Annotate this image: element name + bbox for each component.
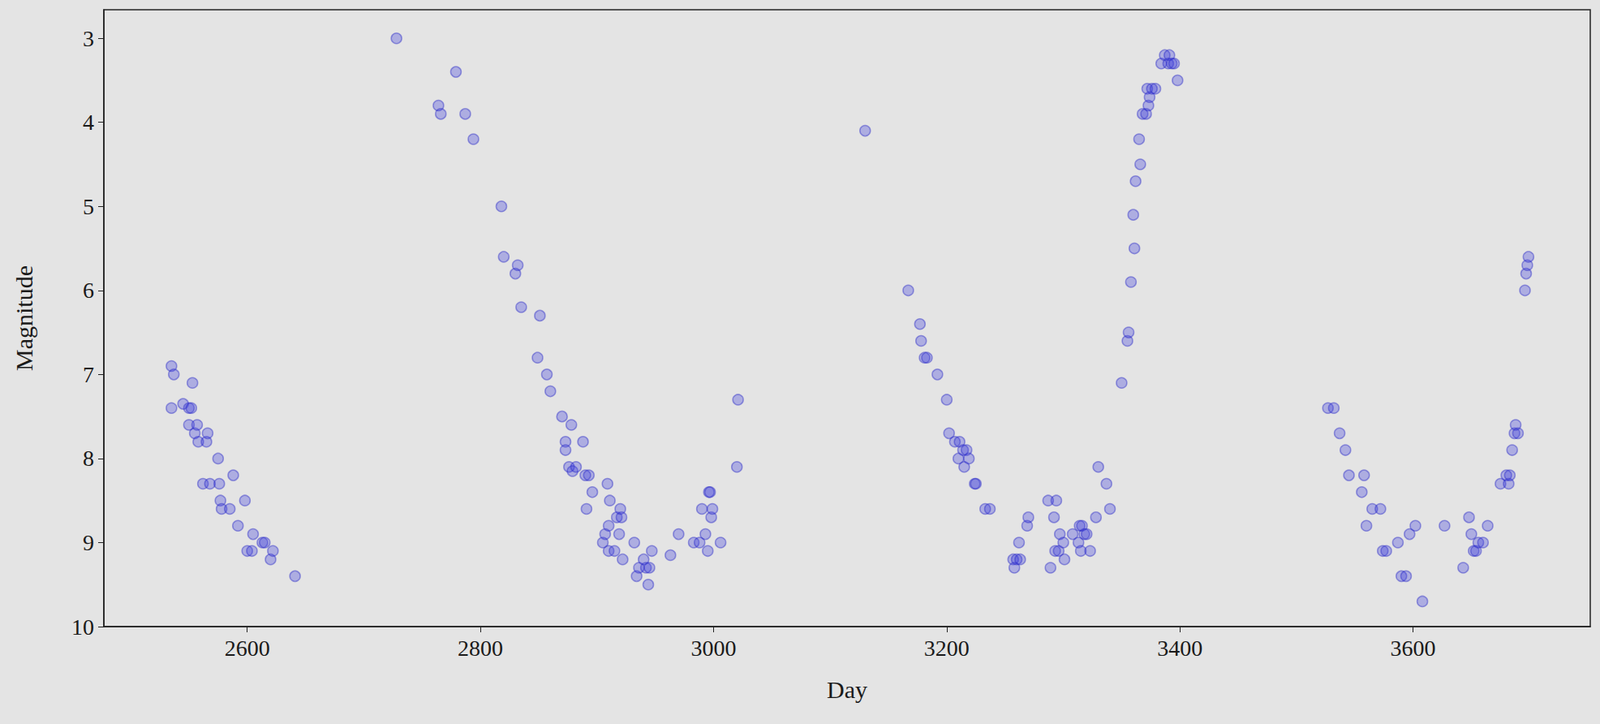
svg-text:6: 6 (82, 277, 95, 303)
svg-text:3000: 3000 (690, 635, 736, 661)
svg-text:4: 4 (82, 109, 95, 135)
svg-text:3600: 3600 (1390, 635, 1437, 661)
svg-text:3200: 3200 (924, 635, 970, 661)
svg-text:5: 5 (82, 193, 95, 220)
svg-text:Magnitude: Magnitude (10, 265, 38, 371)
svg-text:8: 8 (82, 445, 95, 471)
svg-text:10: 10 (71, 614, 95, 640)
svg-text:9: 9 (82, 529, 95, 555)
svg-text:2800: 2800 (457, 635, 504, 661)
svg-text:2600: 2600 (224, 635, 271, 661)
svg-text:3400: 3400 (1156, 635, 1203, 661)
svg-text:Day: Day (826, 675, 868, 703)
svg-text:3: 3 (82, 25, 95, 52)
svg-text:7: 7 (82, 361, 95, 388)
